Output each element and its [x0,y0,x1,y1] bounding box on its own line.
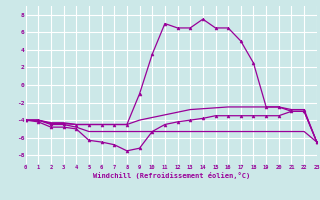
X-axis label: Windchill (Refroidissement éolien,°C): Windchill (Refroidissement éolien,°C) [92,172,250,179]
